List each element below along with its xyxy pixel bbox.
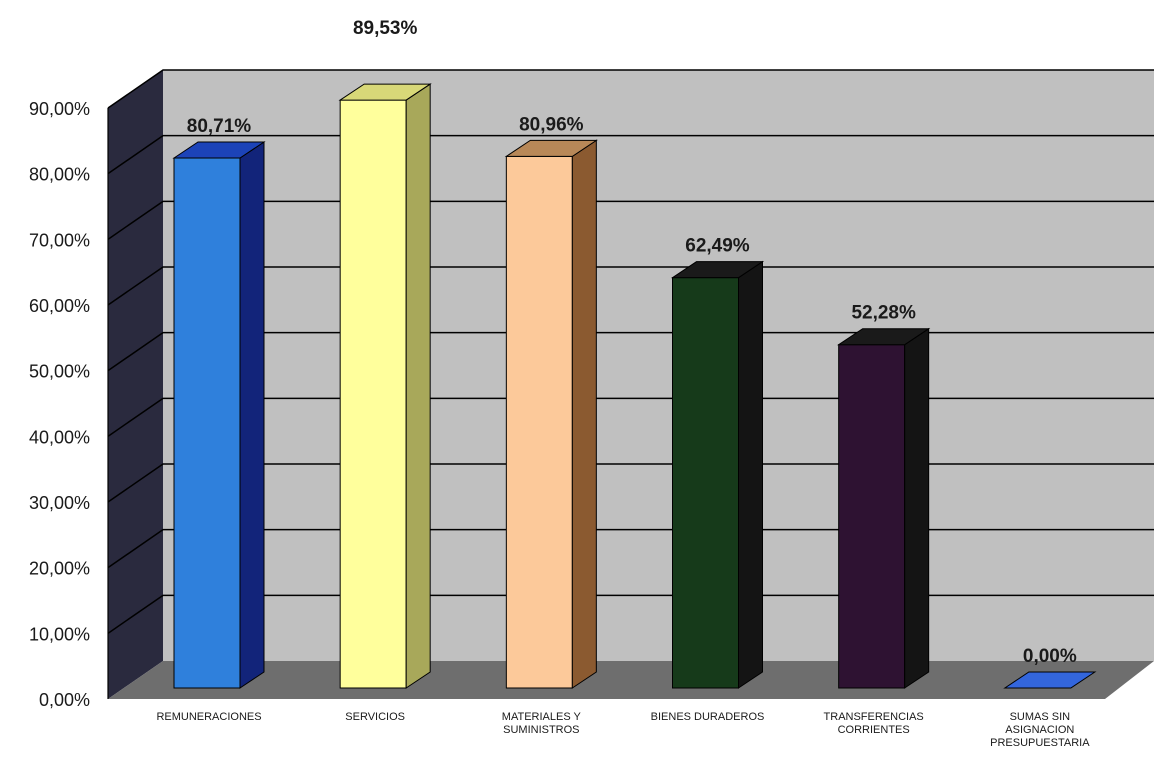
category-label-line: SUMAS SIN [1010, 711, 1071, 723]
y-tick-label: 60,00% [29, 296, 90, 316]
y-tick-label: 90,00% [29, 99, 90, 119]
gridline [107, 528, 1154, 569]
bar-top [837, 328, 931, 346]
gridline [107, 200, 1154, 240]
bar-front [838, 344, 906, 689]
bar-side [904, 327, 930, 689]
category-label-line: ASIGNACION [1005, 724, 1074, 736]
category-label: SERVICIOS [345, 711, 405, 723]
bar [172, 141, 266, 689]
bars [172, 83, 1097, 689]
data-label: 89,53% [353, 18, 418, 39]
bar-front [505, 155, 573, 689]
category-label: SUMAS SIN ASIGNACION PRESUPUESTARIA [990, 711, 1090, 749]
back-wall [163, 70, 1154, 661]
y-tick-label: 50,00% [29, 362, 90, 382]
bar-side [405, 83, 431, 689]
gridline [107, 134, 1154, 175]
bar [504, 139, 598, 689]
data-label: 80,71% [187, 116, 252, 137]
data-label: 0,00% [1023, 646, 1077, 667]
bar-side [571, 139, 597, 689]
category-label-line: MATERIALES Y [502, 711, 582, 723]
gridlines [107, 69, 1154, 699]
y-tick-label: 20,00% [29, 559, 90, 579]
bar [1003, 671, 1097, 689]
bar-side [738, 260, 763, 689]
bar-top [338, 83, 432, 101]
bar-front [339, 99, 407, 689]
y-tick-label: 30,00% [29, 493, 90, 513]
y-tick-label: 10,00% [29, 624, 90, 644]
bar-top [504, 139, 598, 157]
gridline [107, 397, 1154, 437]
bar-top [670, 261, 765, 279]
bar-top [172, 141, 266, 159]
chart-walls [108, 70, 1154, 699]
y-axis-tick-labels: 0,00% 10,00% 20,00% 30,00% 40,00% 50,00% 60,00… [29, 99, 90, 710]
category-label: REMUNERACIONES [156, 711, 261, 723]
category-label: TRANSFERENCIAS CORRIENTES [824, 711, 924, 736]
bar-side [239, 141, 265, 689]
category-label-line: REMUNERACIONES [156, 711, 261, 723]
category-label-line: TRANSFERENCIAS [824, 711, 924, 723]
y-tick-label: 40,00% [29, 427, 90, 447]
category-label-line: SERVICIOS [345, 711, 405, 723]
category-label-line: CORRIENTES [838, 724, 910, 736]
category-label-line: BIENES DURADEROS [651, 711, 765, 723]
gridline [107, 331, 1154, 372]
data-labels: 80,71% 89,53% 80,96% 62,49% 52,28% 0,00% [187, 18, 1077, 667]
category-label-line: PRESUPUESTARIA [990, 737, 1090, 749]
bar [837, 327, 931, 689]
category-label: MATERIALES Y SUMINISTROS [502, 711, 582, 736]
bar-front [173, 157, 241, 689]
bar [338, 83, 432, 689]
bar-front [672, 277, 739, 689]
y-tick-label: 80,00% [29, 165, 90, 185]
y-tick-label: 0,00% [39, 690, 90, 710]
data-label: 80,96% [519, 114, 584, 135]
side-wall [108, 70, 163, 699]
floor [108, 661, 1154, 699]
gridline [107, 266, 1154, 306]
gridline [107, 69, 1154, 109]
gridline [107, 463, 1154, 503]
y-tick-label: 70,00% [29, 230, 90, 250]
category-label-line: SUMINISTROS [503, 724, 579, 736]
data-label: 52,28% [851, 303, 916, 324]
category-labels: REMUNERACIONES SERVICIOS MATERIALES Y SUMIN… [156, 711, 1090, 749]
bar-top [1003, 671, 1097, 689]
bar [670, 260, 765, 689]
category-label: BIENES DURADEROS [651, 711, 765, 723]
gridline [107, 594, 1154, 634]
data-label: 62,49% [685, 236, 750, 257]
